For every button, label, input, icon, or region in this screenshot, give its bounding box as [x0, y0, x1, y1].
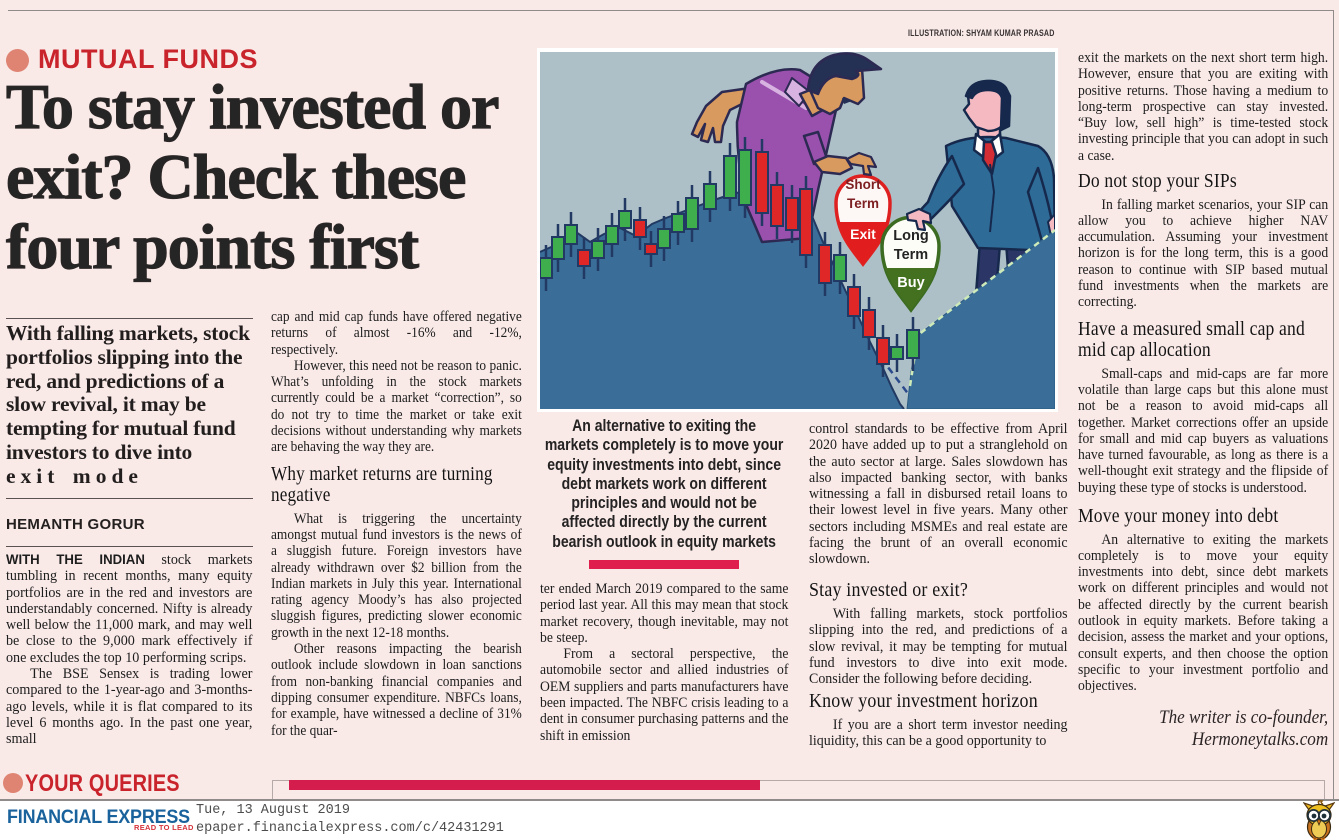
svg-text:Buy: Buy	[897, 275, 924, 291]
svg-text:Term: Term	[894, 247, 928, 263]
svg-text:Exit: Exit	[850, 226, 876, 242]
svg-text:Long: Long	[893, 228, 928, 244]
svg-text:Short: Short	[845, 177, 881, 192]
svg-text:Term: Term	[847, 196, 879, 211]
